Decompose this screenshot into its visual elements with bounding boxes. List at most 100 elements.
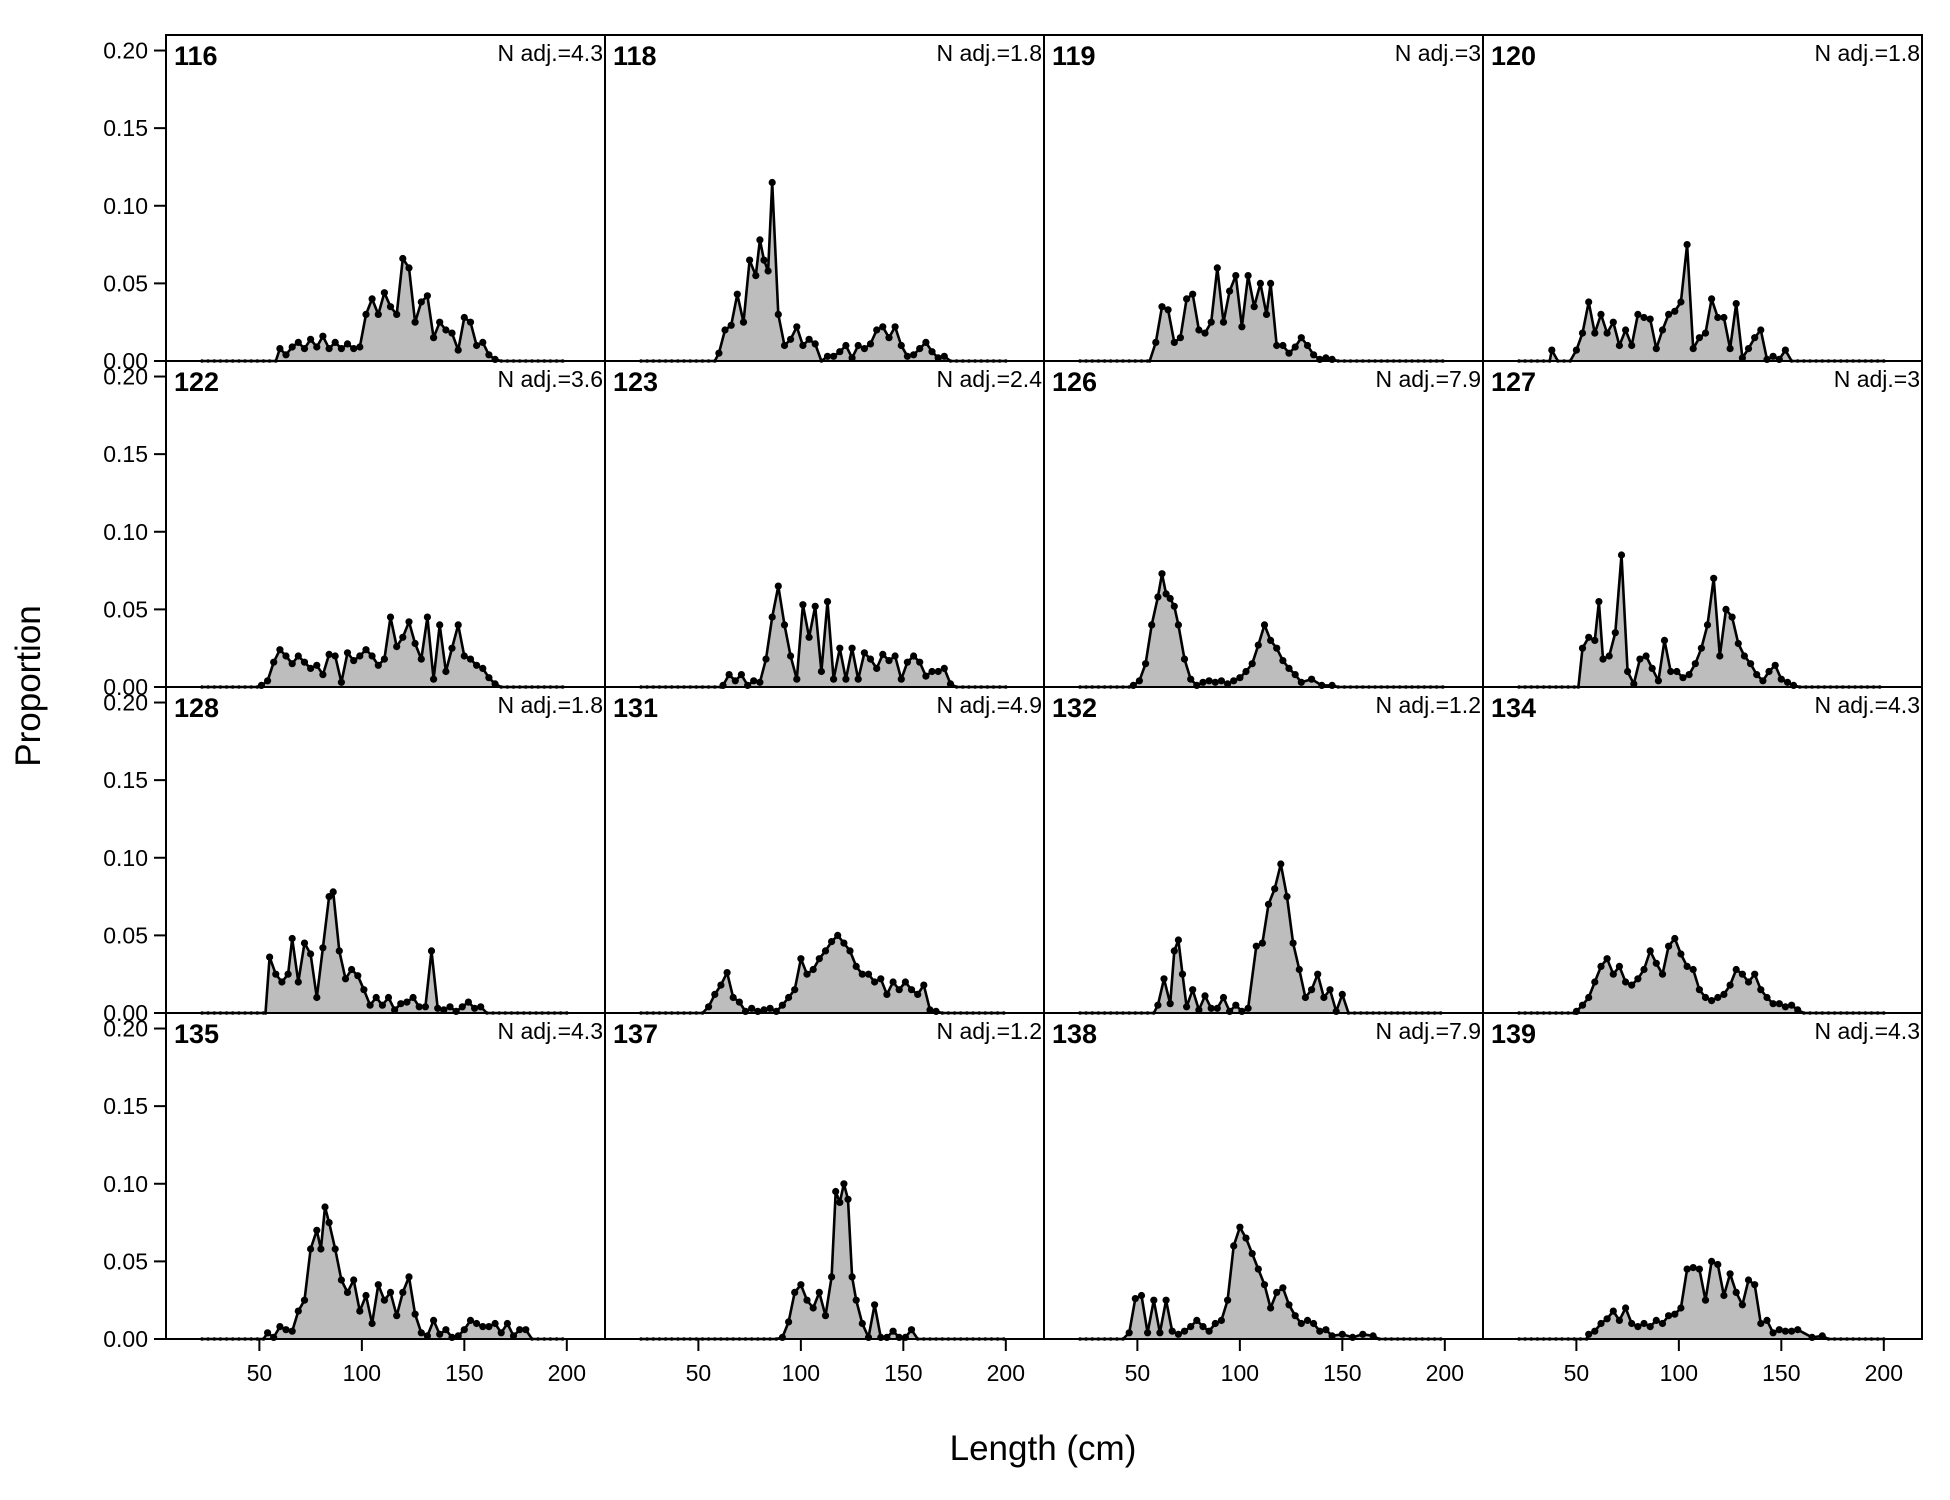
point-131-13 <box>717 981 725 989</box>
point-128-21 <box>319 944 327 952</box>
point-127-11 <box>1578 644 1587 652</box>
panel-label-116: 116 <box>174 41 218 71</box>
point-122-40 <box>442 667 450 676</box>
point-116-15 <box>288 343 296 351</box>
x-tick-label-3-3: 200 <box>1865 1360 1903 1386</box>
point-135-41 <box>442 1326 450 1334</box>
point-122-48 <box>491 680 499 688</box>
point-128-35 <box>403 998 411 1006</box>
point-116-18 <box>307 335 315 343</box>
point-135-15 <box>288 1327 296 1335</box>
y-tick-label-3-2: 0.10 <box>103 1171 148 1197</box>
point-123-23 <box>774 582 782 590</box>
point-137-43 <box>889 1327 897 1335</box>
point-137-33 <box>836 1198 844 1206</box>
x-tick-label-0-2: 150 <box>445 1360 483 1386</box>
point-131-25 <box>791 986 799 994</box>
point-126-13 <box>1154 593 1162 601</box>
point-139-48 <box>1818 1332 1826 1340</box>
point-139-19 <box>1628 1319 1636 1328</box>
point-120-10 <box>1572 346 1580 354</box>
nadj-label-116: N adj.=4.3 <box>498 40 604 66</box>
y-tick-label-0-3: 0.15 <box>103 115 148 141</box>
point-123-49 <box>934 667 942 676</box>
point-128-16 <box>288 934 296 943</box>
point-139-29 <box>1689 1264 1697 1272</box>
point-119-31 <box>1262 310 1271 318</box>
point-132-35 <box>1283 893 1291 901</box>
point-128-13 <box>272 970 280 978</box>
point-128-20 <box>313 993 321 1002</box>
point-138-34 <box>1285 1301 1293 1309</box>
point-116-35 <box>411 318 419 326</box>
point-135-29 <box>368 1319 376 1328</box>
point-128-14 <box>278 978 286 986</box>
point-118-42 <box>885 334 893 342</box>
point-132-33 <box>1271 885 1279 893</box>
y-tick-label-0-1: 0.05 <box>103 270 148 296</box>
point-127-44 <box>1777 675 1785 683</box>
panel-frame-139 <box>1482 1012 1923 1340</box>
point-132-34 <box>1277 860 1285 868</box>
point-139-18 <box>1622 1304 1630 1312</box>
point-123-51 <box>946 680 955 688</box>
point-131-35 <box>852 962 860 971</box>
point-139-41 <box>1763 1316 1771 1324</box>
point-122-31 <box>386 613 395 621</box>
panel-label-126: 126 <box>1052 367 1097 397</box>
point-134-34 <box>1720 990 1728 999</box>
point-138-10 <box>1137 1291 1146 1300</box>
point-116-19 <box>313 343 321 351</box>
point-119-16 <box>1170 338 1178 346</box>
area-132 <box>1080 864 1441 1013</box>
point-128-27 <box>354 972 362 980</box>
point-120-36 <box>1732 300 1740 308</box>
point-119-28 <box>1244 272 1252 280</box>
point-132-15 <box>1166 1000 1174 1008</box>
y-tick-label-1-0: 0.00 <box>103 674 148 700</box>
point-123-40 <box>879 650 887 659</box>
point-127-40 <box>1753 671 1761 679</box>
point-122-45 <box>473 661 481 669</box>
point-135-52 <box>509 1332 518 1340</box>
panel-label-135: 135 <box>174 1019 219 1049</box>
point-120-6 <box>1548 346 1556 354</box>
point-131-23 <box>778 1001 787 1009</box>
point-122-47 <box>485 674 493 682</box>
point-139-14 <box>1597 1319 1605 1328</box>
point-135-25 <box>343 1288 352 1296</box>
point-128-23 <box>329 888 337 896</box>
point-135-11 <box>264 1329 272 1337</box>
area-128 <box>202 891 567 1013</box>
x-tick-label-0-3: 200 <box>548 1360 586 1386</box>
point-116-21 <box>325 345 333 353</box>
point-118-38 <box>860 345 869 353</box>
panel-label-120: 120 <box>1491 41 1536 71</box>
point-134-24 <box>1658 970 1667 978</box>
panel-116: 116 N adj.=4.3 <box>165 34 606 363</box>
point-119-34 <box>1279 341 1287 350</box>
point-131-24 <box>785 993 793 1002</box>
point-120-33 <box>1714 313 1722 322</box>
point-123-29 <box>811 602 819 610</box>
point-135-48 <box>485 1323 493 1331</box>
point-118-15 <box>727 321 735 329</box>
point-123-26 <box>793 675 801 683</box>
point-139-22 <box>1646 1323 1654 1331</box>
point-123-50 <box>940 664 948 673</box>
point-137-32 <box>832 1187 840 1196</box>
point-138-33 <box>1279 1284 1287 1292</box>
point-123-20 <box>756 678 764 686</box>
point-123-17 <box>737 671 746 679</box>
point-118-23 <box>768 178 776 187</box>
point-131-27 <box>803 970 811 978</box>
point-138-45 <box>1369 1332 1377 1340</box>
nadj-label-126: N adj.=7.9 <box>1376 366 1482 392</box>
point-123-45 <box>910 652 918 660</box>
point-119-26 <box>1232 272 1240 280</box>
point-127-34 <box>1716 652 1724 660</box>
point-137-29 <box>815 1288 823 1296</box>
point-131-34 <box>846 947 854 955</box>
point-120-20 <box>1634 310 1642 318</box>
panel-frame-118 <box>604 34 1045 362</box>
